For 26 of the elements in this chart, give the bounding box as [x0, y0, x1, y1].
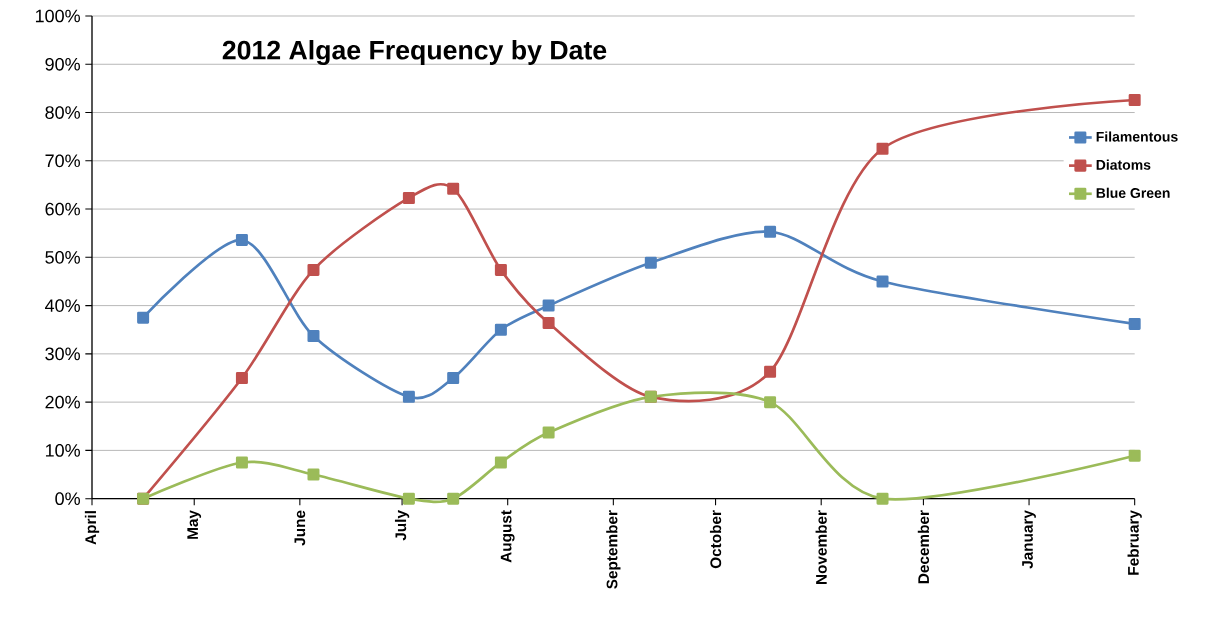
y-tick-label: 70% [45, 154, 80, 168]
y-tick-label: 20% [45, 395, 80, 409]
legend-label: Blue Green [1096, 187, 1170, 198]
x-tick-label: April [84, 511, 100, 545]
y-tick-label: 10% [45, 444, 80, 457]
y-tick-label: 80% [45, 106, 80, 119]
text: 2012 Algae Frequency by Date [222, 40, 607, 65]
x-tick-label: October [709, 510, 722, 569]
y-tick-label: 0% [55, 492, 80, 506]
legend-label: Diatoms [1096, 159, 1151, 170]
x-tick-label: January [1022, 510, 1036, 569]
legend-label: Filamentous [1096, 131, 1178, 142]
x-tick-label: June [294, 510, 306, 546]
x-tick-label: November [815, 510, 827, 585]
y-tick-label: 40% [45, 299, 80, 312]
y-tick-label: 30% [45, 347, 80, 361]
x-tick-label: December [917, 510, 930, 584]
x-tick-label: February [1127, 510, 1142, 575]
x-tick-label: August [500, 510, 515, 563]
x-tick-label: July [394, 510, 410, 541]
y-tick-label: 50% [45, 250, 80, 264]
y-tick-label: 90% [45, 57, 80, 71]
y-tick-label: 100% [35, 9, 80, 23]
x-tick-label: May [187, 510, 202, 539]
y-tick-label: 60% [45, 202, 80, 216]
x-tick-label: September [606, 510, 621, 589]
